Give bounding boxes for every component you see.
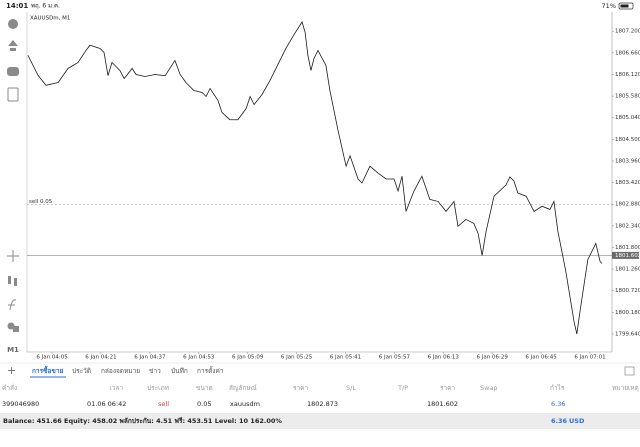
column-header: T/P: [397, 384, 408, 392]
tab[interactable]: บันทึก: [171, 367, 188, 375]
y-tick-label: 1806.660: [615, 50, 640, 56]
x-tick-label: 6 Jan 05:25: [281, 355, 313, 361]
cell: 6.36: [551, 400, 565, 408]
y-tick-label: 1801.800: [615, 245, 640, 251]
bid-price-box: [612, 251, 639, 259]
column-header: Swap: [480, 384, 498, 392]
column-header: สัญลักษณ์: [229, 384, 257, 392]
y-tick-label: 1801.260: [615, 267, 640, 273]
tab[interactable]: การตั้งค่า: [197, 366, 224, 375]
order-line-label: sell 0.05: [29, 199, 53, 205]
crosshair-icon[interactable]: [7, 250, 19, 262]
battery-icon: [618, 2, 634, 10]
x-tick-label: 6 Jan 07:01: [574, 355, 605, 361]
tab[interactable]: ข่าว: [149, 367, 161, 375]
column-header: S/L: [346, 384, 356, 392]
cell: 1801.602: [427, 400, 458, 408]
x-tick-label: 6 Jan 06:29: [477, 355, 509, 361]
y-tick-label: 1802.880: [615, 202, 640, 208]
add-button[interactable]: +: [7, 364, 16, 377]
column-header: คำสั่ง: [2, 383, 17, 392]
x-tick-label: 6 Jan 04:21: [85, 355, 116, 361]
x-tick-label: 6 Jan 06:13: [428, 355, 460, 361]
sort-button[interactable]: [624, 366, 635, 376]
tab[interactable]: กล่องจดหมาย: [101, 367, 140, 375]
cell: xauusdm: [230, 400, 260, 408]
y-tick-label: 1805.040: [615, 115, 640, 121]
cell: 0.05: [197, 400, 211, 408]
doc-icon[interactable]: [7, 87, 19, 102]
column-header: หมายเหตุ: [612, 384, 639, 392]
y-tick-label: 1800.720: [615, 288, 640, 294]
tabs: การซื้อขาย ประวัติ กล่องจดหมาย ข่าว บันทึก กา…: [30, 365, 224, 378]
footer-band: [0, 413, 640, 429]
price-line: [27, 21, 603, 335]
y-tick-label: 1803.420: [615, 180, 640, 186]
cell: 1802.873: [307, 400, 338, 408]
left-toolbar: [7, 19, 19, 332]
battery-level: [620, 4, 629, 8]
column-header: กำไร: [550, 384, 565, 392]
currency: USD: [569, 417, 585, 425]
y-tick-label: 1806.120: [615, 72, 640, 78]
column-header: ราคา: [293, 384, 308, 392]
chat-icon[interactable]: [7, 67, 19, 76]
account-icon[interactable]: [8, 19, 18, 29]
x-tick-label: 6 Jan 04:37: [134, 355, 166, 361]
y-tick-label: 1800.180: [615, 310, 640, 316]
objects-icon[interactable]: [7, 322, 15, 330]
chart-title: XAUUSDm, M1: [30, 16, 70, 22]
x-tick-label: 6 Jan 04:53: [183, 355, 215, 361]
y-tick-label: 1802.340: [615, 223, 640, 229]
y-tick-label: 1803.960: [615, 158, 640, 164]
y-tick-label: 1807.200: [615, 29, 640, 35]
x-tick-label: 6 Jan 05:09: [232, 355, 264, 361]
status-time: 14:01: [6, 2, 28, 10]
trade-icon[interactable]: [8, 40, 18, 51]
function-icon[interactable]: [8, 299, 17, 311]
x-tick-label: 6 Jan 05:41: [330, 355, 361, 361]
column-header: ขนาด: [196, 384, 213, 392]
chart-layer: 1807.200 1806.660 1806.120 1805.580 1805.040…: [27, 21, 640, 361]
column-header: ประเภท: [147, 384, 169, 392]
y-tick-label: 1799.640: [615, 331, 640, 337]
cell: 01.06 06:42: [87, 400, 126, 408]
status-date: พฤ. 6 ม.ค.: [31, 3, 60, 10]
cell: sell: [158, 400, 169, 408]
status-battery: 71%: [602, 2, 616, 10]
tab[interactable]: ประวัติ: [72, 367, 91, 375]
x-tick-label: 6 Jan 06:45: [525, 355, 557, 361]
total-profit: 6.36: [551, 417, 568, 425]
account-summary: Balance: 451.66 Equity: 458.02 พลักประกั…: [3, 417, 282, 425]
y-tick-label: 1804.500: [615, 137, 640, 143]
x-tick-label: 6 Jan 05:57: [379, 355, 411, 361]
timeframe-button[interactable]: M1: [7, 346, 19, 354]
candle-icon[interactable]: [8, 276, 11, 284]
column-header: เวลา: [109, 384, 123, 392]
positions-table: คำสั่ง เวลา ประเภท ขนาด สัญลักษณ์ ราคา S/L T/P ร…: [2, 383, 639, 408]
y-tick-label: 1805.580: [615, 94, 640, 100]
tab[interactable]: การซื้อขาย: [32, 365, 63, 375]
x-tick-label: 6 Jan 04:05: [36, 355, 68, 361]
column-header: ราคา: [440, 384, 455, 392]
cell: 399046980: [2, 400, 39, 408]
bid-price-label: 1801.602: [615, 253, 640, 259]
